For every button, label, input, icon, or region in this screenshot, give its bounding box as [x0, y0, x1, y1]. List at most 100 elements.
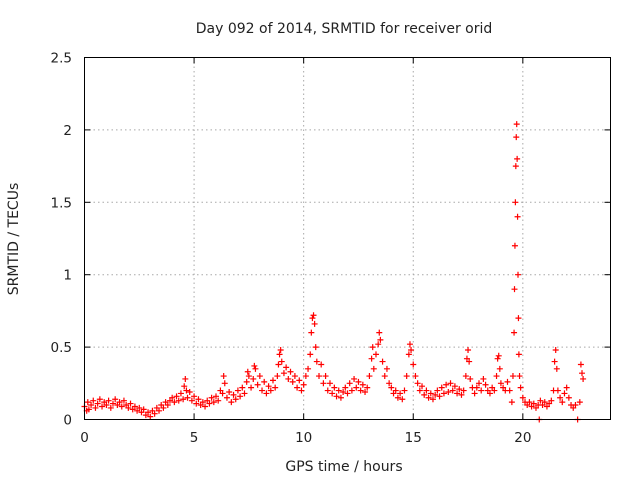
x-tick-label: 20	[514, 430, 531, 446]
data-point	[294, 384, 301, 391]
data-point	[267, 387, 274, 394]
data-point	[517, 384, 524, 391]
data-point	[296, 377, 303, 384]
data-point	[565, 394, 572, 401]
data-point	[508, 399, 515, 406]
data-point	[554, 387, 561, 394]
data-point	[351, 375, 358, 382]
data-point	[259, 387, 266, 394]
x-tick-label: 15	[405, 430, 422, 446]
data-point	[559, 399, 566, 406]
data-point	[359, 381, 366, 388]
data-point	[116, 399, 123, 406]
data-point	[458, 391, 465, 398]
data-point	[419, 383, 426, 390]
data-point	[423, 387, 430, 394]
x-tick-labels: 0 5 10 15 20	[80, 430, 531, 446]
data-point	[151, 410, 158, 417]
data-point	[495, 352, 502, 359]
data-point	[456, 386, 463, 393]
data-point	[308, 329, 315, 336]
data-point	[184, 394, 191, 401]
data-point	[175, 397, 182, 404]
data-point	[329, 390, 336, 397]
data-point	[289, 378, 296, 385]
data-point	[127, 400, 134, 407]
data-point	[449, 387, 456, 394]
data-point	[140, 406, 147, 413]
data-point	[579, 370, 586, 377]
data-point	[291, 373, 298, 380]
data-point	[305, 365, 312, 372]
data-point	[254, 381, 261, 388]
data-point	[261, 378, 268, 385]
y-axis-label: SRMTID / TECUs	[6, 183, 22, 296]
data-point	[577, 361, 584, 368]
data-point	[90, 397, 97, 404]
data-point	[310, 312, 317, 319]
data-point	[513, 121, 520, 128]
data-point	[372, 351, 379, 358]
axis-ticks	[84, 57, 611, 420]
data-point	[381, 373, 388, 380]
data-point	[180, 396, 187, 403]
y-tick-label: 0.5	[51, 340, 72, 356]
data-point	[333, 393, 340, 400]
data-point	[515, 271, 522, 278]
data-point	[580, 375, 587, 382]
data-point	[244, 368, 251, 375]
data-point	[182, 375, 189, 382]
data-point	[210, 399, 217, 406]
data-point	[563, 384, 570, 391]
data-point	[366, 373, 373, 380]
data-point	[511, 329, 518, 336]
data-point	[388, 384, 395, 391]
data-point	[335, 387, 342, 394]
data-point	[364, 384, 371, 391]
data-point	[473, 384, 480, 391]
plot-frame	[84, 57, 611, 420]
data-point	[357, 387, 364, 394]
data-point	[188, 397, 195, 404]
data-point	[300, 381, 307, 388]
y-tick-label: 0	[63, 413, 72, 429]
data-point	[312, 344, 319, 351]
data-point	[202, 403, 209, 410]
data-point	[397, 390, 404, 397]
data-point	[379, 358, 386, 365]
data-point	[553, 365, 560, 372]
data-point	[432, 391, 439, 398]
data-point	[509, 373, 516, 380]
data-point	[375, 341, 382, 348]
data-point	[410, 361, 417, 368]
data-point	[541, 399, 548, 406]
data-point	[243, 378, 250, 385]
data-point	[94, 400, 101, 407]
data-point	[287, 368, 294, 375]
data-point	[276, 351, 283, 358]
data-point	[239, 384, 246, 391]
data-point	[219, 390, 226, 397]
data-point	[186, 388, 193, 395]
data-point	[234, 387, 241, 394]
data-point	[99, 403, 106, 410]
data-point	[256, 373, 263, 380]
y-tick-label: 1	[63, 268, 72, 284]
data-point	[283, 364, 290, 371]
data-point	[274, 373, 281, 380]
data-point	[494, 355, 501, 362]
data-point	[376, 329, 383, 336]
data-point	[386, 380, 393, 387]
data-point	[169, 394, 176, 401]
data-point	[88, 402, 95, 409]
data-point	[302, 373, 309, 380]
data-point	[215, 397, 222, 404]
data-point	[429, 396, 436, 403]
data-point	[511, 286, 518, 293]
data-point	[320, 380, 327, 387]
data-point	[118, 403, 125, 410]
data-point	[248, 384, 255, 391]
data-point	[462, 373, 469, 380]
data-point	[223, 394, 230, 401]
data-point	[213, 393, 219, 400]
